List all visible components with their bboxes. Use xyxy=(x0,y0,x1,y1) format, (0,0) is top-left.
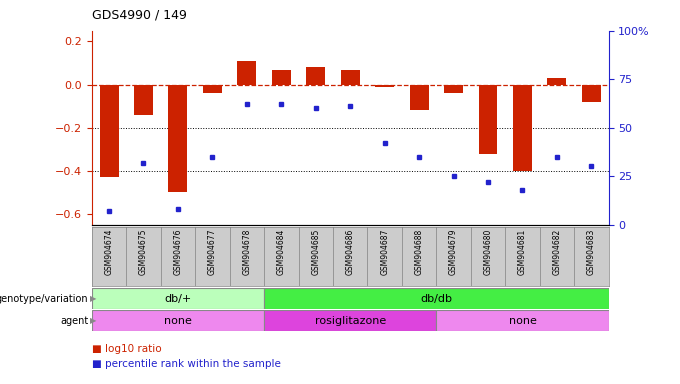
Bar xyxy=(203,84,222,93)
Bar xyxy=(134,84,153,115)
Text: GSM904688: GSM904688 xyxy=(415,228,424,275)
Text: GSM904683: GSM904683 xyxy=(587,228,596,275)
Bar xyxy=(547,78,566,84)
Bar xyxy=(306,67,325,84)
Text: GSM904682: GSM904682 xyxy=(552,228,562,275)
Text: none: none xyxy=(164,316,192,326)
Bar xyxy=(437,310,609,331)
Text: GSM904687: GSM904687 xyxy=(380,228,389,275)
Text: GSM904676: GSM904676 xyxy=(173,228,182,275)
Bar xyxy=(92,288,264,309)
Text: GSM904675: GSM904675 xyxy=(139,228,148,275)
Text: ■ log10 ratio: ■ log10 ratio xyxy=(92,344,161,354)
Text: GDS4990 / 149: GDS4990 / 149 xyxy=(92,8,187,21)
Bar xyxy=(513,84,532,171)
Bar xyxy=(237,61,256,84)
Bar xyxy=(264,310,437,331)
Text: GSM904685: GSM904685 xyxy=(311,228,320,275)
Text: ■ percentile rank within the sample: ■ percentile rank within the sample xyxy=(92,359,281,369)
Bar xyxy=(99,84,118,177)
Bar xyxy=(375,84,394,87)
Bar xyxy=(409,84,428,111)
Text: GSM904678: GSM904678 xyxy=(242,228,252,275)
Text: GSM904679: GSM904679 xyxy=(449,228,458,275)
Text: GSM904680: GSM904680 xyxy=(483,228,492,275)
Bar xyxy=(169,84,188,192)
Text: ▶: ▶ xyxy=(90,316,97,325)
Bar xyxy=(479,84,498,154)
Text: genotype/variation: genotype/variation xyxy=(0,293,88,304)
Text: db/db: db/db xyxy=(420,293,452,304)
Bar xyxy=(444,84,463,93)
Bar xyxy=(341,70,360,84)
Text: agent: agent xyxy=(60,316,88,326)
Text: none: none xyxy=(509,316,537,326)
Text: ▶: ▶ xyxy=(90,294,97,303)
Bar xyxy=(272,70,291,84)
Text: GSM904684: GSM904684 xyxy=(277,228,286,275)
Text: GSM904674: GSM904674 xyxy=(105,228,114,275)
Text: GSM904677: GSM904677 xyxy=(208,228,217,275)
Text: GSM904686: GSM904686 xyxy=(345,228,355,275)
Bar xyxy=(92,310,264,331)
Text: GSM904681: GSM904681 xyxy=(518,228,527,275)
Text: db/+: db/+ xyxy=(165,293,192,304)
Bar xyxy=(264,288,609,309)
Bar xyxy=(582,84,601,102)
Text: rosiglitazone: rosiglitazone xyxy=(315,316,386,326)
